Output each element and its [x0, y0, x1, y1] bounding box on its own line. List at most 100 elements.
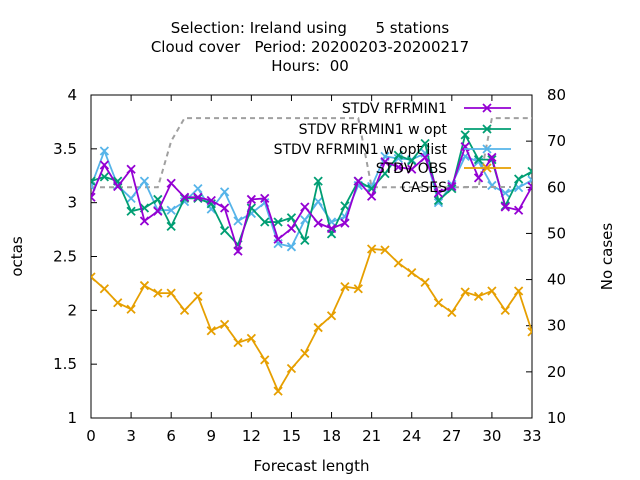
- data-point: [193, 291, 203, 301]
- data-point: [313, 176, 323, 186]
- data-point: [420, 277, 430, 287]
- data-point: [300, 215, 310, 225]
- data-point: [527, 166, 532, 177]
- y2-tick-label: 10: [547, 409, 566, 427]
- y-tick-label: 4: [67, 86, 77, 104]
- data-point: [286, 242, 297, 252]
- data-point: [91, 272, 96, 282]
- legend-label: STDV RFRMIN1 w opt list: [274, 142, 448, 158]
- data-point: [366, 244, 377, 254]
- data-point: [420, 138, 430, 149]
- data-point: [393, 150, 404, 160]
- data-point: [260, 217, 270, 227]
- y2-tick-label: 70: [547, 132, 566, 150]
- data-point: [393, 258, 404, 268]
- series-2: [91, 146, 532, 252]
- data-point: [219, 203, 230, 213]
- y2-axis-label: No cases: [598, 223, 616, 291]
- data-point: [246, 333, 257, 343]
- data-point: [527, 181, 532, 192]
- data-point: [340, 282, 350, 292]
- data-point: [166, 288, 176, 298]
- data-point: [447, 307, 457, 318]
- data-point: [260, 355, 270, 365]
- x-tick-label: 6: [166, 427, 176, 445]
- title-line-2: Hours: 00: [271, 57, 349, 75]
- y2-tick-label: 60: [547, 178, 566, 196]
- series-3: [91, 244, 532, 396]
- data-point: [366, 191, 377, 201]
- data-point: [166, 221, 176, 231]
- y-tick-label: 2.5: [53, 248, 77, 266]
- data-point: [380, 157, 390, 167]
- y2-tick-label: 40: [547, 271, 566, 289]
- x-axis-label: Forecast length: [253, 457, 369, 475]
- data-point: [113, 298, 123, 308]
- y-tick-label: 1.5: [53, 355, 77, 373]
- data-point: [513, 174, 524, 184]
- series-4: [91, 117, 532, 189]
- data-point: [139, 280, 150, 291]
- series-line: [91, 117, 532, 189]
- legend-label: STDV RFRMIN1 w opt: [299, 122, 448, 138]
- data-point: [99, 172, 110, 182]
- y-tick-label: 3.5: [53, 140, 77, 158]
- data-point: [99, 284, 110, 294]
- data-point: [447, 181, 457, 192]
- data-point: [286, 363, 297, 374]
- data-point: [126, 164, 136, 174]
- data-point: [233, 246, 243, 256]
- data-point: [513, 286, 524, 296]
- data-point: [433, 195, 444, 206]
- data-point: [206, 326, 216, 336]
- y-tick-label: 3: [67, 194, 77, 212]
- data-point: [179, 192, 190, 202]
- data-point: [193, 184, 203, 194]
- data-point: [460, 287, 470, 297]
- data-point: [340, 218, 350, 228]
- y2-tick-label: 30: [547, 317, 566, 335]
- data-point: [260, 193, 270, 203]
- data-point: [407, 164, 417, 174]
- data-point: [420, 152, 430, 163]
- data-point: [433, 188, 444, 198]
- legend-marker: [482, 144, 492, 154]
- data-point: [139, 176, 150, 186]
- x-tick-label: 0: [86, 427, 96, 445]
- data-point: [353, 284, 363, 294]
- x-tick-label: 24: [402, 427, 421, 445]
- x-tick-label: 3: [126, 427, 136, 445]
- data-point: [313, 322, 323, 333]
- chart-legend: STDV RFRMIN1 STDV RFRMIN1 w opt STDV RFRMI…: [274, 101, 511, 196]
- data-point: [300, 202, 310, 212]
- data-point: [407, 268, 417, 278]
- data-point: [407, 156, 417, 166]
- series-line: [91, 248, 532, 394]
- x-tick-label: 12: [242, 427, 261, 445]
- legend-label: STDV RFRMIN1: [342, 101, 447, 117]
- data-point: [153, 194, 163, 205]
- data-point: [166, 205, 176, 215]
- data-point: [153, 206, 163, 216]
- data-point: [273, 217, 283, 227]
- x-tick-label: 15: [282, 427, 301, 445]
- chart-title: Selection: Ireland using 5 stationsCloud…: [151, 19, 469, 75]
- data-point: [460, 130, 470, 140]
- data-point: [219, 226, 230, 236]
- data-point: [99, 146, 110, 156]
- chart-series: [91, 117, 532, 396]
- y-axis-label: octas: [8, 236, 26, 276]
- x-tick-label: 18: [322, 427, 341, 445]
- data-point: [300, 348, 310, 359]
- data-point: [326, 223, 337, 234]
- tick-labels: 0 3 6 9 12 15 18 21 24 27 30 33 1 1.5 2 2.5 3 3.5 4 10 20 30 4…: [8, 86, 616, 475]
- data-point: [91, 176, 96, 186]
- data-point: [513, 205, 524, 215]
- data-point: [473, 154, 484, 165]
- data-point: [326, 311, 337, 321]
- chart-axes: [90, 94, 533, 419]
- x-tick-label: 30: [482, 427, 501, 445]
- data-point: [447, 184, 457, 194]
- data-point: [273, 386, 283, 396]
